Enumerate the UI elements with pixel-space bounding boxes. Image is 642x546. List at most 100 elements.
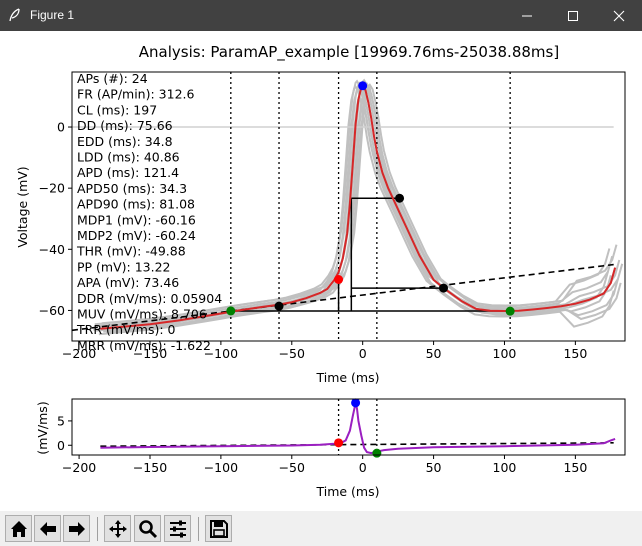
parameter-line: CL (ms): 197 [77,102,157,117]
parameter-line: PP (mV): 13.22 [77,259,171,274]
x-tick-label: 50 [426,346,442,361]
parameter-line: FR (AP/min): 312.6 [77,87,194,102]
forward-button[interactable] [63,515,90,542]
derivative-line [100,402,616,455]
save-button[interactable] [205,515,232,542]
mdp2-marker [505,306,515,316]
feather-icon [9,8,20,22]
parameter-line: MRR (mV/ms): -1.622 [77,338,211,353]
y-tick-label: 0 [57,120,65,135]
x-tick-label: 50 [426,460,442,475]
parameter-line: DDR (mV/ms): 0.05904 [77,291,222,306]
thr-marker [334,438,344,448]
back-button[interactable] [34,515,61,542]
parameter-line: APD50 (ms): 34.3 [77,181,187,196]
arrow-left-icon [40,522,56,536]
muv-marker [351,398,361,408]
voltage-axes-frame [71,71,626,342]
plot-title: Analysis: ParamAP_example [19969.76ms-25… [139,43,559,62]
parameter-line: APs (#): 24 [77,71,148,86]
x-tick-label: 150 [563,460,587,475]
mrr-marker [372,448,382,458]
x-tick-label: −50 [279,346,305,361]
parameter-line: EDD (ms): 34.8 [77,134,173,149]
parameter-line: MDP2 (mV): -60.24 [77,228,196,243]
voltage-x-label: Time (ms) [315,370,379,385]
derivative-x-ticks: −200 −150 −100 −50 0 50 100 150 [62,455,587,475]
x-tick-label: 100 [493,346,517,361]
y-tick-label: 5 [57,413,65,428]
derivative-axes: −200 −150 −100 −50 0 50 100 150 50 Time (ms) (m… [35,398,626,499]
parameter-line: LDD (ms): 40.86 [77,150,180,165]
analysis-lines [71,72,614,341]
home-button[interactable] [5,515,32,542]
x-tick-label: 100 [493,460,517,475]
floppy-icon [210,520,228,538]
apd50-marker [395,193,405,203]
move-icon [109,520,127,538]
x-tick-label: 0 [359,460,367,475]
voltage-y-ticks: 0 −20 −40 −60 [39,120,72,318]
parameter-line: APD90 (ms): 81.08 [77,197,195,212]
voltage-y-label: Voltage (mV) [15,166,30,247]
close-icon [613,10,625,22]
navigation-toolbar [0,511,642,546]
ddr-line [71,263,614,332]
derivative-y-ticks: 50 [57,413,72,453]
window-titlebar: Figure 1 [0,0,642,31]
edd-end-marker [274,301,284,311]
x-tick-label: 150 [563,346,587,361]
toolbar-separator [97,517,98,541]
x-tick-label: −150 [133,346,167,361]
x-tick-label: −100 [204,460,238,475]
magnifier-icon [139,520,158,539]
configure-subplots-button[interactable] [164,515,191,542]
average-trace [100,84,617,330]
derivative-axes-frame [71,398,626,456]
parameter-line: MDP1 (mV): -60.16 [77,212,196,227]
voltage-x-ticks: −200 −150 −100 −50 0 50 100 150 [62,341,587,361]
y-tick-label: −60 [39,303,65,318]
maximize-icon [568,11,578,21]
y-tick-label: −40 [39,242,65,257]
analysis-markers [226,81,515,316]
x-tick-label: −200 [62,460,96,475]
parameter-line: APA (mV): 73.46 [77,275,179,290]
parameter-line: TRR (mV/ms): 0 [76,322,176,337]
x-tick-label: −150 [133,460,167,475]
average-trace-line [100,84,617,330]
toolbar-separator [198,517,199,541]
derivative-y-label: (mV/ms) [35,401,50,454]
minimize-icon [522,15,532,17]
pan-button[interactable] [104,515,131,542]
y-tick-label: −20 [39,181,65,196]
apd90-marker [439,283,449,293]
x-tick-label: −50 [279,460,305,475]
parameter-line: DD (ms): 75.66 [77,118,173,133]
derivative-x-label: Time (ms) [315,484,379,499]
minimize-button[interactable] [504,0,550,31]
parameter-line: MUV (mV/ms): 8.706 [77,307,207,322]
voltage-axes: Analysis: ParamAP_example [19969.76ms-25… [15,43,626,385]
derivative-markers [334,398,382,458]
overlay-trace-5 [101,78,618,325]
parameter-line: APD (ms): 121.4 [77,165,179,180]
figure-canvas[interactable]: Analysis: ParamAP_example [19969.76ms-25… [0,31,642,511]
threshold-marker [334,274,344,284]
close-button[interactable] [596,0,642,31]
x-tick-label: −100 [204,346,238,361]
sliders-icon [170,520,186,538]
maximize-button[interactable] [550,0,596,31]
arrow-right-icon [69,522,85,536]
home-icon [11,521,27,537]
window-title: Figure 1 [30,8,75,22]
x-tick-label: −200 [62,346,96,361]
y-tick-label: 0 [57,438,65,453]
zoom-button[interactable] [134,515,161,542]
mdp1-marker [226,306,236,316]
parameter-line: THR (mV): -49.88 [76,244,186,259]
x-tick-label: 0 [359,346,367,361]
derivative-trace [100,402,616,455]
peak-marker [358,81,368,91]
